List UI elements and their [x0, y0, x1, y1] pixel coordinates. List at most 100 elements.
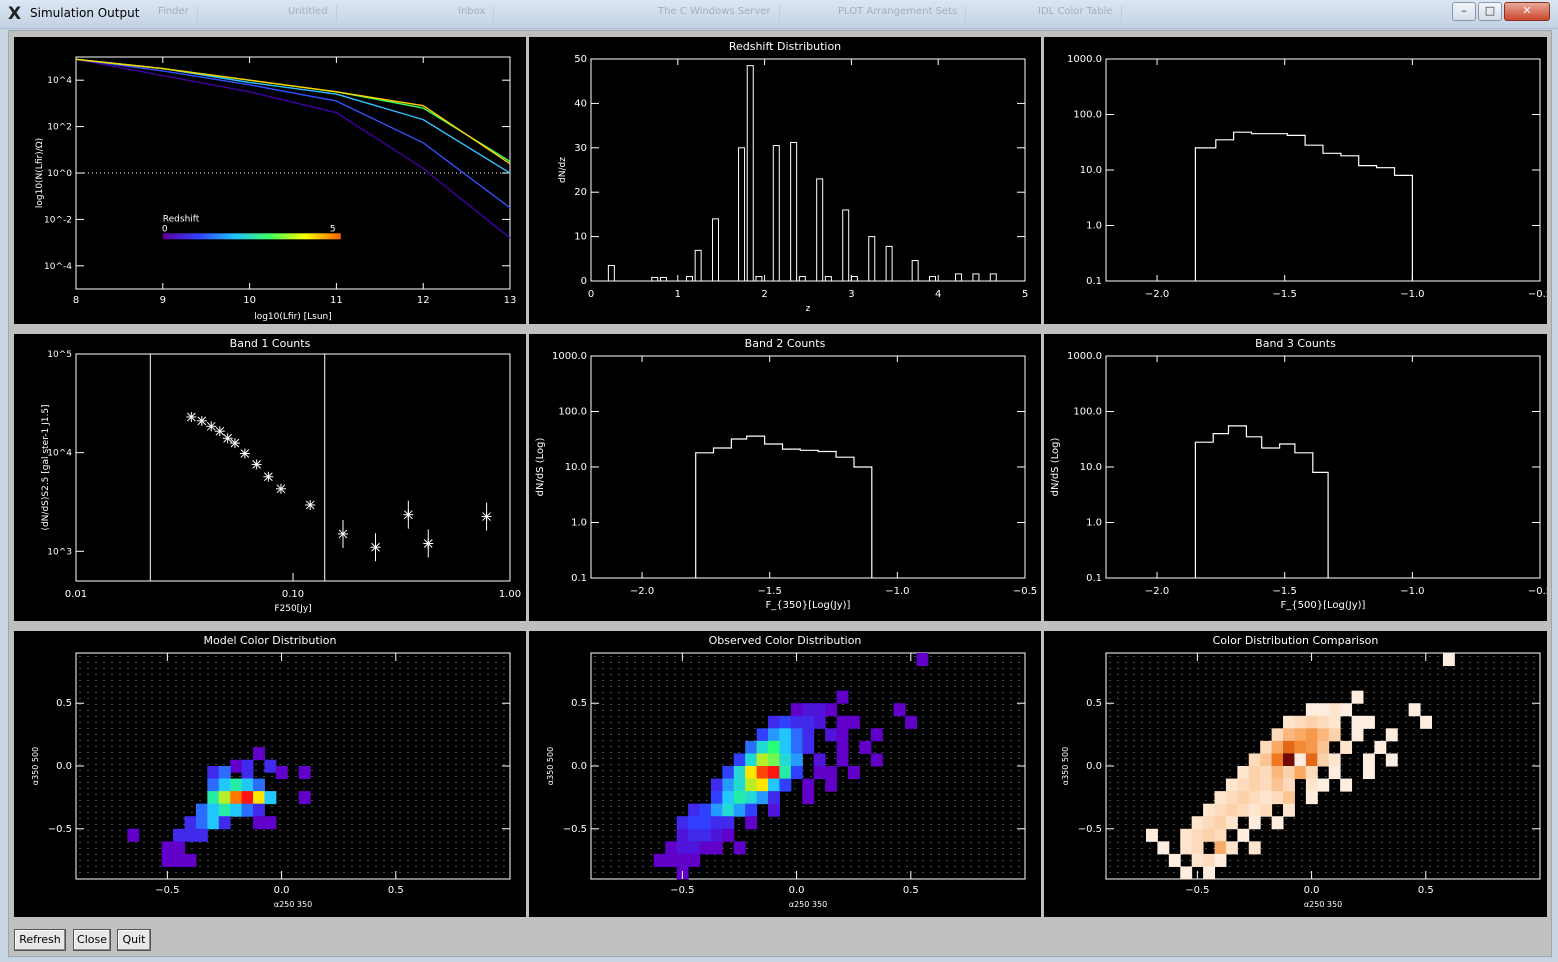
heat-cell [1203, 828, 1215, 842]
heat-cell [1362, 766, 1375, 780]
heat-cell [1214, 816, 1227, 830]
heat-cell [1328, 766, 1341, 780]
heat-cell [870, 753, 883, 767]
band1-counts-plot: Band 1 Counts 0.01 0.10 1.00 10^3 10^4 10^5 F25… [14, 334, 526, 621]
x-tick-label: 0.01 [65, 589, 87, 600]
heat-cell [1294, 728, 1307, 742]
heat-cell [802, 715, 815, 729]
x-axis-label: α250 350 [274, 900, 312, 909]
heat-cell [859, 740, 872, 754]
bar [712, 218, 720, 282]
heat-cell [836, 690, 849, 704]
heat-cell [1214, 828, 1227, 842]
quit-button[interactable]: Quit [117, 929, 151, 951]
plot-title: Band 1 Counts [230, 337, 311, 350]
heat-cell [241, 803, 254, 817]
p9-svg: Color Distribution Comparison −0.5 0.0 0.5 0… [1061, 634, 1541, 909]
heat-cell [173, 828, 185, 842]
refresh-button[interactable]: Refresh [14, 929, 66, 951]
y-axis-label: dN/dz [558, 157, 568, 183]
x-tick-label: −0.5 [670, 885, 694, 896]
x-tick-label: −2.0 [1145, 586, 1169, 597]
close-window-button[interactable]: ✕ [1504, 2, 1550, 21]
y-tick-label: 100.0 [558, 407, 587, 418]
heat-cell [768, 728, 780, 742]
heat-cell [813, 715, 826, 729]
background-tab: IDL Color Table [1030, 6, 1122, 22]
heat-cell [722, 803, 735, 817]
heat-cell [1214, 791, 1227, 805]
x-tick-label: 4 [935, 289, 941, 300]
bar [911, 260, 919, 282]
plot-title: Observed Color Distribution [709, 634, 862, 647]
x-tick-label: 2 [761, 289, 767, 300]
colorbar [162, 233, 341, 240]
marker-d2 [206, 421, 216, 431]
marker-d2 [264, 472, 273, 482]
heat-cell [733, 753, 746, 767]
heat-cell [184, 816, 197, 830]
dot-grid [79, 656, 505, 876]
heat-cell [1385, 753, 1398, 767]
heat-cell [745, 766, 758, 780]
y-axis-label: log10(N(Lfir)/Ω) [35, 138, 45, 208]
bar [850, 276, 858, 282]
heat-cell [1237, 828, 1250, 842]
heat-cell [1305, 753, 1318, 767]
bar [755, 276, 763, 282]
heat-cell [779, 728, 792, 742]
bar [651, 276, 659, 282]
heat-cell [745, 803, 758, 817]
data-point [403, 500, 414, 529]
heat-cell [1362, 715, 1375, 729]
title-bar[interactable]: X Simulation Output Finder Untitled Inbo… [0, 0, 1558, 29]
heat-cell [847, 715, 860, 729]
heat-cell [253, 816, 265, 830]
x-tick-label: 0.0 [1304, 885, 1320, 896]
close-button[interactable]: Close [73, 929, 111, 951]
heat-cell [1305, 791, 1318, 805]
plot-title: Redshift Distribution [729, 40, 841, 53]
series-line [75, 58, 511, 162]
y-tick-label: 0.0 [571, 761, 587, 772]
y-tick-label: 10^5 [47, 350, 72, 360]
p8-svg: Observed Color Distribution −0.5 0.0 0.5 0.5… [546, 634, 1026, 909]
heat-cell [184, 828, 197, 842]
y-tick-label: 10^-4 [44, 262, 72, 272]
y-tick-label: 10^-2 [44, 215, 72, 225]
x-tick-label: 8 [73, 295, 79, 306]
marker-d2 [240, 449, 250, 458]
bar [824, 276, 832, 282]
maximize-button[interactable]: □ [1478, 2, 1502, 21]
x-tick-label: 0.0 [789, 885, 805, 896]
heat-cell [1203, 803, 1215, 817]
y-tick-label: 10^4 [47, 449, 72, 459]
x-tick-label: −0.5 [1185, 885, 1209, 896]
heat-cell [802, 740, 815, 754]
heat-cell [733, 766, 746, 780]
y-tick-label: 100.0 [1073, 407, 1102, 418]
heat-cell [870, 728, 883, 742]
heat-cell [779, 740, 792, 754]
luminosity-function-plot: 8 9 10 11 12 13 10^4 10^2 10^0 10^-2 10^-4 log10(Lf… [14, 37, 526, 324]
heat-cell [1317, 703, 1330, 717]
minimize-button[interactable]: – [1452, 2, 1476, 21]
bar [842, 209, 850, 282]
heat-cell [802, 703, 815, 717]
bar [955, 273, 963, 282]
data-point [423, 529, 434, 558]
p1-svg: 8 9 10 11 12 13 10^4 10^2 10^0 10^-2 10^-4 log10(Lf… [35, 56, 516, 322]
heat-cell [1351, 715, 1364, 729]
background-tab: Inbox [450, 6, 495, 22]
y-tick-label: 10.0 [1080, 165, 1102, 176]
y-tick-label: 0.1 [571, 573, 587, 584]
heat-cell [1283, 766, 1295, 780]
y-tick-label: 0.5 [571, 698, 587, 709]
heat-cell [825, 778, 838, 792]
heat-cell [825, 766, 838, 780]
background-tab: Untitled [280, 6, 337, 22]
y-tick-label: 0.1 [1086, 276, 1102, 287]
heat-cell [688, 853, 700, 867]
heat-cell [1191, 828, 1204, 842]
x-tick-label: 3 [848, 289, 854, 300]
